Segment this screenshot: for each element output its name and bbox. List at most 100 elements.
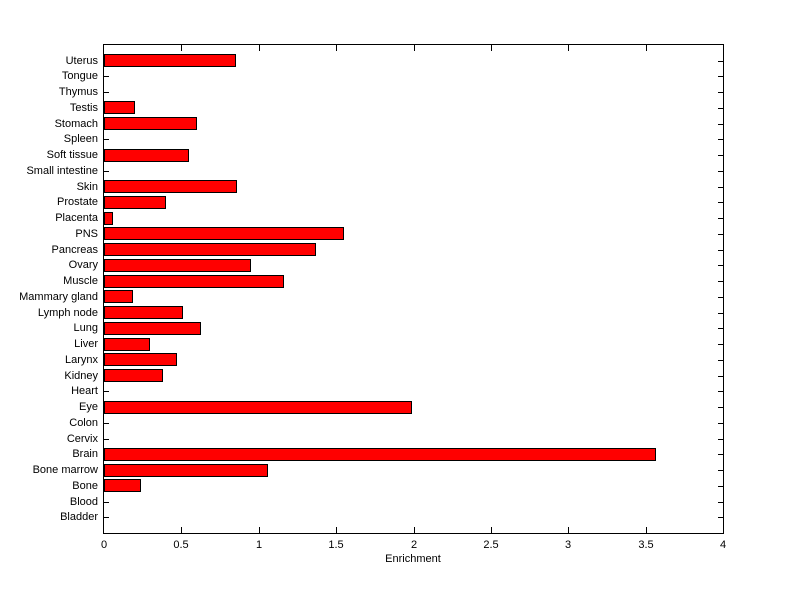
y-tick-right xyxy=(718,328,723,329)
x-tick-bottom xyxy=(336,527,337,533)
y-tick-right xyxy=(718,391,723,392)
bar-mammary-gland xyxy=(104,290,133,303)
x-tick-label: 1 xyxy=(255,539,263,551)
bar-stomach xyxy=(104,117,197,130)
y-tick-right xyxy=(718,486,723,487)
x-axis-title: Enrichment xyxy=(385,553,441,565)
bar-eye xyxy=(104,401,412,414)
x-tick-bottom xyxy=(181,527,182,533)
y-tick-label: Prostate xyxy=(57,196,98,208)
y-tick-right xyxy=(718,502,723,503)
y-tick-label: Uterus xyxy=(65,55,98,67)
y-tick-label: Larynx xyxy=(64,354,98,366)
y-tick-left xyxy=(104,517,109,518)
y-tick-label: Bladder xyxy=(60,511,98,523)
x-tick-bottom xyxy=(491,527,492,533)
y-tick-right xyxy=(718,61,723,62)
y-tick-right xyxy=(718,250,723,251)
y-tick-right xyxy=(718,454,723,455)
y-tick-right xyxy=(718,313,723,314)
x-tick-bottom xyxy=(414,527,415,533)
bar-muscle xyxy=(104,275,284,288)
y-tick-right xyxy=(718,187,723,188)
bar-prostate xyxy=(104,196,166,209)
plot-area xyxy=(103,44,724,534)
y-tick-label: Spleen xyxy=(63,133,98,145)
y-tick-label: Bone xyxy=(72,480,98,492)
y-tick-label: Bone marrow xyxy=(32,464,98,476)
y-tick-label: Kidney xyxy=(64,370,98,382)
y-tick-right xyxy=(718,344,723,345)
y-tick-left xyxy=(104,76,109,77)
y-tick-label: Ovary xyxy=(68,259,98,271)
y-tick-label: Muscle xyxy=(63,275,98,287)
bar-lymph-node xyxy=(104,306,183,319)
bar-placenta xyxy=(104,212,113,225)
y-tick-label: Lymph node xyxy=(37,307,98,319)
y-tick-left xyxy=(104,502,109,503)
x-tick-top xyxy=(336,45,337,51)
x-tick-label: 0.5 xyxy=(173,539,189,551)
x-tick-label: 0 xyxy=(100,539,108,551)
y-tick-label: Soft tissue xyxy=(46,149,98,161)
y-tick-right xyxy=(718,517,723,518)
y-tick-left xyxy=(104,139,109,140)
y-tick-label: Cervix xyxy=(66,433,98,445)
x-tick-bottom xyxy=(646,527,647,533)
x-tick-top xyxy=(568,45,569,51)
y-tick-right xyxy=(718,423,723,424)
y-tick-right xyxy=(718,218,723,219)
y-tick-right xyxy=(718,108,723,109)
bar-bone xyxy=(104,479,141,492)
y-tick-label: Brain xyxy=(72,448,98,460)
y-tick-right xyxy=(718,407,723,408)
bar-larynx xyxy=(104,353,177,366)
y-tick-label: Lung xyxy=(73,322,98,334)
y-tick-right xyxy=(718,439,723,440)
x-tick-label: 2 xyxy=(410,539,418,551)
y-tick-label: Thymus xyxy=(58,86,98,98)
y-tick-label: Blood xyxy=(69,496,98,508)
y-tick-label: Eye xyxy=(79,401,98,413)
x-tick-label: 4 xyxy=(719,539,727,551)
y-tick-left xyxy=(104,439,109,440)
bar-brain xyxy=(104,448,656,461)
y-tick-right xyxy=(718,265,723,266)
y-tick-label: Skin xyxy=(76,181,98,193)
x-tick-label: 2.5 xyxy=(483,539,499,551)
y-tick-label: Heart xyxy=(71,385,98,397)
y-tick-right xyxy=(718,155,723,156)
bar-lung xyxy=(104,322,201,335)
y-tick-right xyxy=(718,360,723,361)
y-tick-right xyxy=(718,297,723,298)
bar-ovary xyxy=(104,259,251,272)
x-tick-top xyxy=(646,45,647,51)
bar-pancreas xyxy=(104,243,316,256)
bar-soft-tissue xyxy=(104,149,189,162)
x-tick-top xyxy=(491,45,492,51)
y-tick-label: Pancreas xyxy=(51,244,98,256)
y-tick-label: Small intestine xyxy=(26,165,98,177)
y-tick-right xyxy=(718,234,723,235)
x-tick-label: 1.5 xyxy=(328,539,344,551)
y-tick-left xyxy=(104,92,109,93)
y-tick-right xyxy=(718,139,723,140)
x-tick-label: 3.5 xyxy=(638,539,654,551)
y-tick-right xyxy=(718,171,723,172)
bar-pns xyxy=(104,227,344,240)
y-tick-label: Tongue xyxy=(61,70,98,82)
bar-uterus xyxy=(104,54,236,67)
y-tick-label: Stomach xyxy=(54,118,98,130)
x-tick-bottom xyxy=(568,527,569,533)
bar-liver xyxy=(104,338,150,351)
y-tick-label: PNS xyxy=(75,228,98,240)
y-tick-label: Placenta xyxy=(55,212,98,224)
y-tick-label: Liver xyxy=(74,338,98,350)
bar-testis xyxy=(104,101,135,114)
y-tick-right xyxy=(718,281,723,282)
y-tick-right xyxy=(718,202,723,203)
y-tick-label: Testis xyxy=(69,102,98,114)
x-tick-top xyxy=(181,45,182,51)
y-tick-label: Colon xyxy=(69,417,98,429)
bar-skin xyxy=(104,180,237,193)
